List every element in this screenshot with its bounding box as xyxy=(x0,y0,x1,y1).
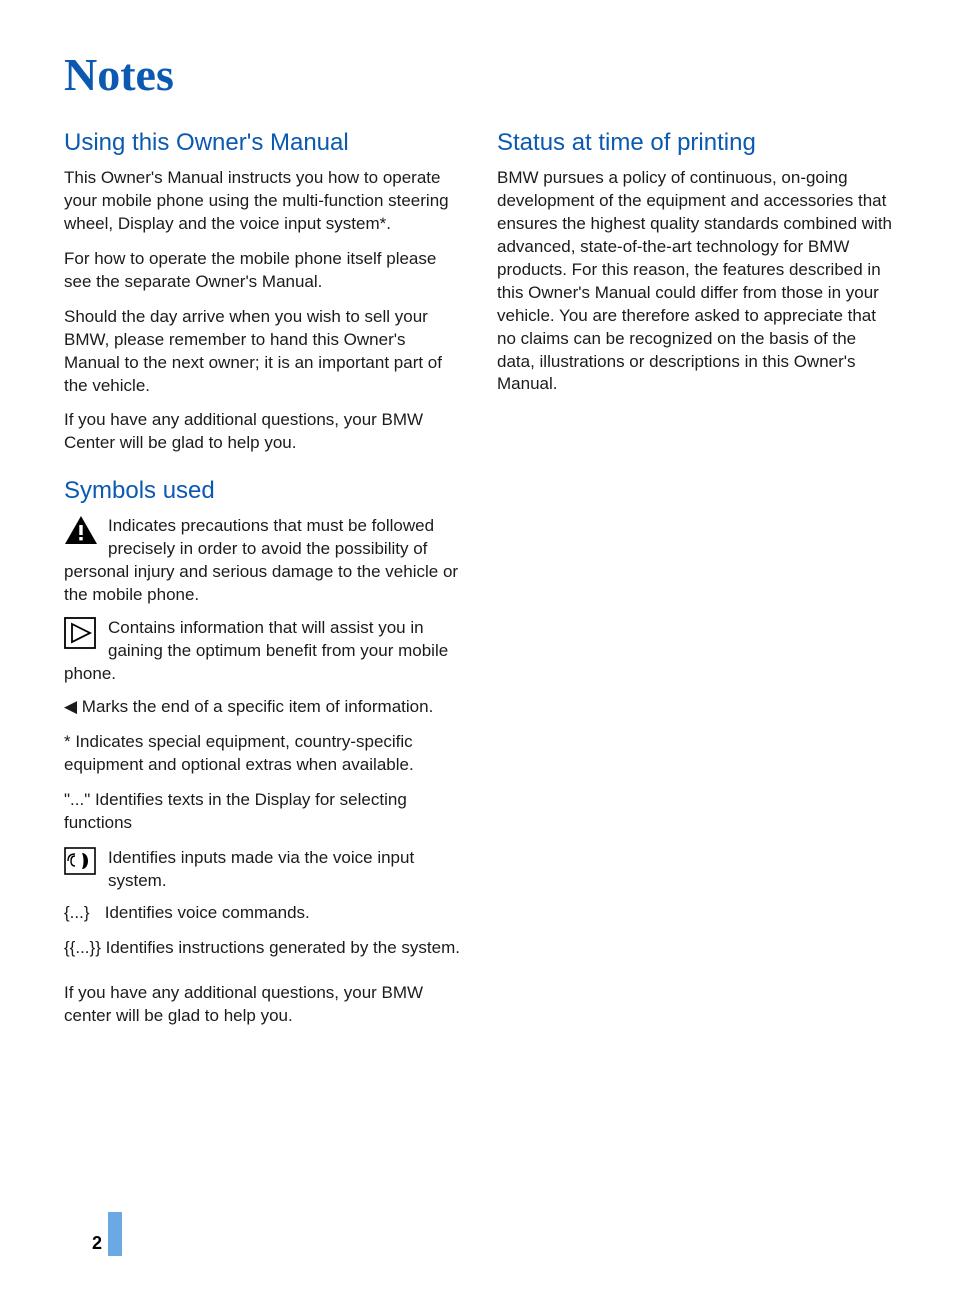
page-footer: 2 xyxy=(92,1212,122,1256)
symbol-text: Contains information that will assist yo… xyxy=(64,618,448,683)
end-marker-icon: ◀ xyxy=(64,697,77,716)
paragraph: If you have any additional questions, yo… xyxy=(64,409,465,455)
symbol-row-quotes: "..." Identifies texts in the Display fo… xyxy=(64,789,465,835)
symbol-row-tip: Contains information that will assist yo… xyxy=(64,617,465,686)
symbol-row-double-braces: {{...}} Identifies instructions generate… xyxy=(64,937,465,960)
paragraph: Should the day arrive when you wish to s… xyxy=(64,306,465,398)
accent-bar xyxy=(108,1212,122,1256)
page-number: 2 xyxy=(92,1233,102,1254)
symbol-row-braces: {...} Identifies voice commands. xyxy=(64,902,465,925)
symbol-text: Marks the end of a specific item of info… xyxy=(77,697,433,716)
symbol-row-voice: Identifies inputs made via the voice inp… xyxy=(64,847,465,893)
symbol-text: Indicates precautions that must be follo… xyxy=(64,516,458,604)
symbol-row-asterisk: * Indicates special equipment, country-s… xyxy=(64,731,465,777)
paragraph: This Owner's Manual instructs you how to… xyxy=(64,167,465,236)
paragraph: For how to operate the mobile phone itse… xyxy=(64,248,465,294)
symbol-row-end-marker: ◀ Marks the end of a specific item of in… xyxy=(64,696,465,719)
section-heading-status: Status at time of printing xyxy=(497,129,898,157)
page-title: Notes xyxy=(64,48,898,101)
warning-icon xyxy=(64,515,100,551)
two-column-layout: Using this Owner's Manual This Owner's M… xyxy=(64,129,898,1040)
symbol-row-warning: Indicates precautions that must be follo… xyxy=(64,515,465,607)
braces-prefix: {...} xyxy=(64,902,100,925)
section-heading-using-manual: Using this Owner's Manual xyxy=(64,129,465,157)
right-column: Status at time of printing BMW pursues a… xyxy=(497,129,898,1040)
document-page: Notes Using this Owner's Manual This Own… xyxy=(0,0,954,1312)
symbol-text: Identifies inputs made via the voice inp… xyxy=(108,848,414,890)
left-column: Using this Owner's Manual This Owner's M… xyxy=(64,129,465,1040)
paragraph: BMW pursues a policy of continuous, on-g… xyxy=(497,167,898,396)
tip-icon xyxy=(64,617,100,653)
voice-icon xyxy=(64,847,100,883)
symbol-text: Identifies voice commands. xyxy=(105,903,310,922)
section-heading-symbols: Symbols used xyxy=(64,477,465,505)
closing-paragraph: If you have any additional questions, yo… xyxy=(64,982,465,1028)
